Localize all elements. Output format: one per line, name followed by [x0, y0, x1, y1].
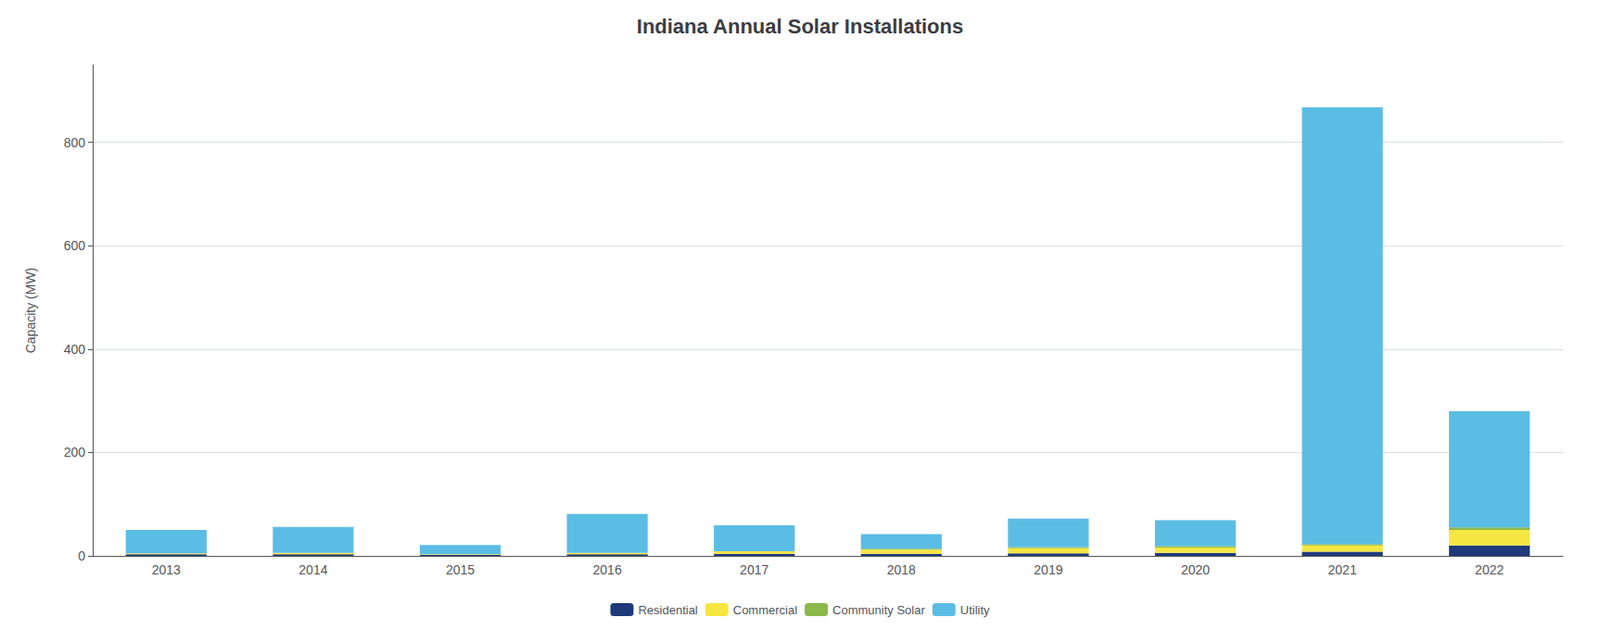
svg-text:800: 800 — [63, 135, 87, 151]
svg-text:2022: 2022 — [1474, 562, 1504, 578]
svg-text:600: 600 — [63, 238, 87, 254]
svg-text:200: 200 — [63, 444, 87, 460]
svg-text:Residential: Residential — [637, 603, 698, 618]
svg-text:2015: 2015 — [445, 562, 475, 578]
svg-text:2017: 2017 — [739, 562, 769, 578]
svg-text:400: 400 — [63, 342, 87, 357]
svg-text:2021: 2021 — [1328, 562, 1358, 578]
svg-text:2013: 2013 — [152, 562, 181, 578]
svg-text:Utility: Utility — [960, 603, 991, 618]
svg-text:0: 0 — [77, 548, 86, 564]
svg-text:Community Solar: Community Solar — [832, 603, 926, 618]
svg-text:Indiana Annual Solar Installat: Indiana Annual Solar Installations — [636, 14, 964, 39]
svg-text:2018: 2018 — [887, 562, 916, 578]
svg-text:2014: 2014 — [298, 562, 328, 578]
svg-text:Capacity (MW): Capacity (MW) — [23, 267, 39, 355]
svg-text:Commercial: Commercial — [733, 603, 798, 618]
svg-text:2016: 2016 — [593, 562, 623, 578]
svg-text:2019: 2019 — [1033, 562, 1063, 578]
svg-text:2020: 2020 — [1180, 562, 1210, 578]
